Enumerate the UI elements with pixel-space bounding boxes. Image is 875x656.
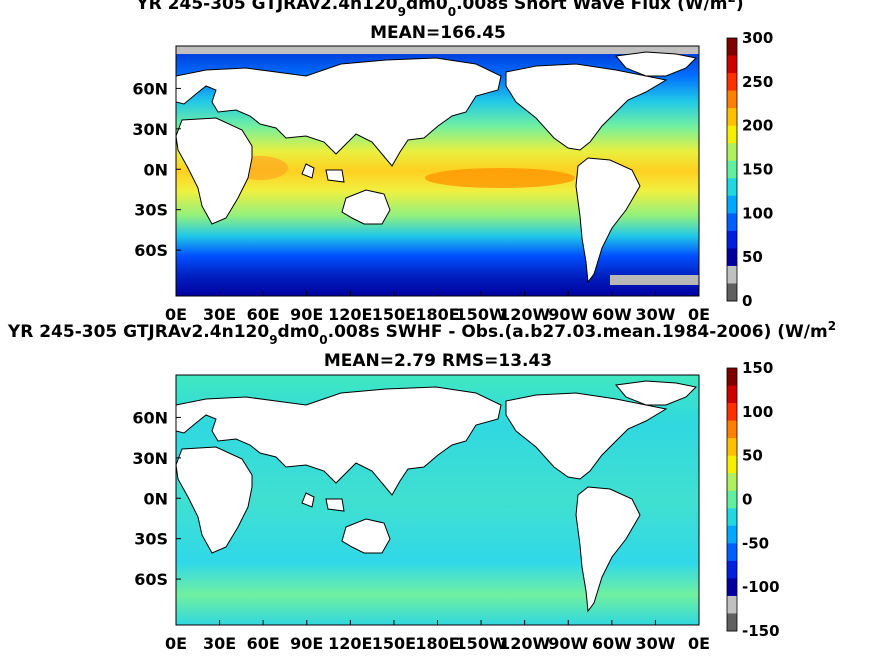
- colorbar-tick-label: 100: [742, 403, 773, 421]
- x-tick-label: 30W: [635, 634, 675, 653]
- colorbar-tick-label: 150: [742, 359, 773, 377]
- x-tick-label: 0E: [165, 634, 187, 653]
- colorbar-segment: [727, 230, 737, 249]
- colorbar-segment: [727, 420, 737, 439]
- panel2-title: YR 245-305 GTJRAv2.4n1209dm00.008s SWHF …: [7, 319, 836, 347]
- colorbar-segment: [727, 195, 737, 214]
- y-tick-label: 30N: [132, 120, 168, 139]
- x-tick-label: 90W: [548, 305, 588, 324]
- colorbar-tick-label: -100: [742, 578, 780, 596]
- x-tick-label: 180E: [415, 305, 459, 324]
- x-tick-label: 0E: [165, 305, 187, 324]
- colorbar-tick-label: 0: [742, 491, 752, 509]
- panel2-colorbar: 150 100 50 0 -50 -100 -150: [726, 359, 780, 640]
- x-tick-label: 30E: [203, 634, 236, 653]
- colorbar-tick-label: 100: [742, 204, 773, 222]
- colorbar-segment: [727, 108, 737, 127]
- panel1-sea-ice-south: [610, 275, 699, 285]
- colorbar-segment: [727, 143, 737, 162]
- panel1-title: YR 245-305 GTJRAv2.4n1209dm00.008s Short…: [135, 0, 743, 19]
- y-tick-label: 30S: [134, 530, 168, 549]
- colorbar-segment: [727, 508, 737, 527]
- x-tick-label: 60W: [592, 634, 632, 653]
- colorbar-segment: [727, 178, 737, 197]
- panel2-map: [175, 374, 700, 626]
- colorbar-tick-label: 300: [742, 29, 773, 47]
- colorbar-segment: [727, 438, 737, 457]
- colorbar-segment: [727, 560, 737, 579]
- x-tick-label: 150W: [456, 634, 507, 653]
- colorbar-segment: [727, 160, 737, 179]
- y-tick-label: 0N: [143, 160, 168, 179]
- y-tick-label: 60N: [132, 408, 168, 427]
- panel1-subtitle: MEAN=166.45: [370, 23, 506, 43]
- colorbar-segment: [727, 490, 737, 509]
- x-tick-label: 150E: [372, 305, 416, 324]
- colorbar-segment: [727, 473, 737, 492]
- y-tick-label: 30S: [134, 201, 168, 220]
- colorbar-tick-label: -150: [742, 622, 780, 640]
- colorbar-tick-label: 250: [742, 73, 773, 91]
- panel1-equatorial-max: [425, 168, 575, 188]
- panel2-y-ticks: 60N 30N 0N 30S 60S: [132, 408, 181, 589]
- x-tick-label: 120W: [499, 634, 550, 653]
- colorbar-segment: [727, 38, 737, 57]
- colorbar-tick-label: -50: [742, 534, 769, 552]
- colorbar-segment: [727, 455, 737, 474]
- colorbar-tick-label: 200: [742, 117, 773, 135]
- colorbar-segment: [727, 125, 737, 144]
- x-tick-label: 60E: [247, 305, 280, 324]
- colorbar-segment: [727, 248, 737, 267]
- x-tick-label: 90W: [548, 634, 588, 653]
- x-tick-label: 0E: [688, 305, 710, 324]
- colorbar-segment: [727, 55, 737, 74]
- x-tick-label: 120E: [328, 634, 372, 653]
- colorbar-frame: [726, 37, 738, 302]
- colorbar-tick-label: 50: [742, 447, 763, 465]
- x-tick-label: 90E: [290, 634, 323, 653]
- panel1-sea-ice: [176, 46, 699, 54]
- x-tick-label: 30W: [635, 305, 675, 324]
- colorbar-segment: [727, 595, 737, 614]
- colorbar-tick-label: 50: [742, 248, 763, 266]
- y-tick-label: 60S: [134, 570, 168, 589]
- y-tick-label: 60N: [132, 79, 168, 98]
- colorbar-segment: [727, 213, 737, 232]
- colorbar-segment: [727, 403, 737, 422]
- colorbar-segment: [727, 90, 737, 109]
- x-tick-label: 30E: [203, 305, 236, 324]
- panel2-subtitle: MEAN=2.79 RMS=13.43: [324, 351, 552, 371]
- y-tick-label: 60S: [134, 241, 168, 260]
- colorbar-tick-label: 0: [742, 292, 752, 310]
- x-tick-label: 0E: [688, 634, 710, 653]
- colorbar-segment: [727, 578, 737, 597]
- colorbar-tick-label: 150: [742, 161, 773, 179]
- colorbar-segment: [727, 73, 737, 92]
- x-tick-label: 120E: [328, 305, 372, 324]
- y-tick-label: 0N: [143, 489, 168, 508]
- panel1-colorbar: 300 250 200 150 100 50 0: [726, 29, 773, 310]
- colorbar-segment: [727, 613, 737, 632]
- colorbar-segment: [727, 525, 737, 544]
- x-tick-label: 150W: [456, 305, 507, 324]
- panel1-y-ticks: 60N 30N 0N 30S 60S: [132, 79, 181, 260]
- x-tick-label: 60E: [247, 634, 280, 653]
- colorbar-segment: [727, 265, 737, 284]
- colorbar-segment: [727, 368, 737, 387]
- colorbar-segment: [727, 543, 737, 562]
- x-tick-label: 180E: [415, 634, 459, 653]
- x-tick-label: 120W: [499, 305, 550, 324]
- x-tick-label: 90E: [290, 305, 323, 324]
- x-tick-label: 150E: [372, 634, 416, 653]
- panel1-map: [175, 45, 700, 297]
- colorbar-segment: [727, 385, 737, 404]
- y-tick-label: 30N: [132, 449, 168, 468]
- colorbar-frame: [726, 367, 738, 632]
- colorbar-segment: [727, 283, 737, 302]
- x-tick-label: 60W: [592, 305, 632, 324]
